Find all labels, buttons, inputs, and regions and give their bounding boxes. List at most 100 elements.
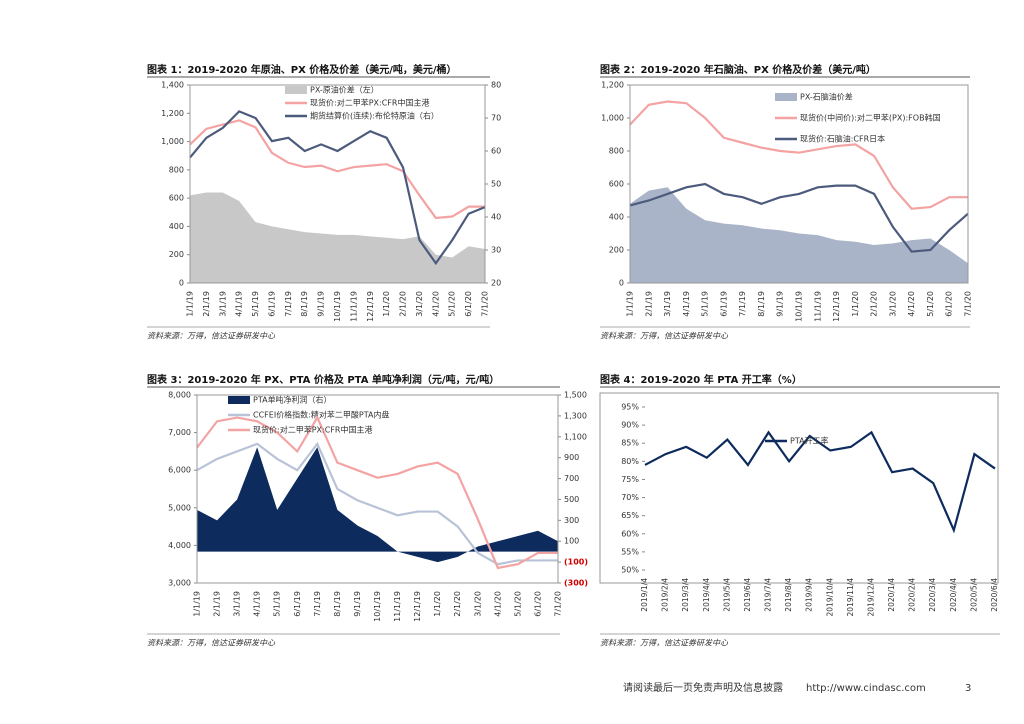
x-tick-label: 5/1/20 bbox=[513, 591, 522, 617]
x-tick-label: 2/1/19 bbox=[213, 591, 222, 617]
legend-label: PX-石脑油价差 bbox=[800, 92, 853, 102]
x-tick-label: 3/1/19 bbox=[218, 291, 227, 317]
y-tick-label: 8,000 bbox=[168, 391, 191, 400]
y2-tick-label: 1,100 bbox=[564, 432, 587, 441]
x-tick-label: 2019/9/4 bbox=[805, 578, 814, 612]
x-tick-label: 2/1/20 bbox=[453, 591, 462, 617]
x-tick-label: 2/1/20 bbox=[870, 291, 879, 317]
x-tick-label: 5/1/19 bbox=[701, 291, 710, 317]
y2-tick-label: 30 bbox=[491, 246, 501, 255]
x-tick-label: 3/1/20 bbox=[415, 291, 424, 317]
x-tick-label: 2020/5/4 bbox=[969, 578, 978, 612]
page-number: 3 bbox=[965, 683, 971, 694]
y-tick-label: 600 bbox=[609, 180, 624, 189]
y2-tick-label: 80 bbox=[491, 81, 501, 90]
x-tick-label: 1/1/20 bbox=[382, 291, 391, 317]
line bbox=[189, 119, 485, 220]
plot-frame bbox=[629, 84, 969, 284]
x-tick-label: 2019/4/4 bbox=[702, 578, 711, 612]
x-tick-label: 1/1/20 bbox=[433, 591, 442, 617]
y-tick-label: 800 bbox=[169, 165, 184, 174]
y2-tick-label: 900 bbox=[564, 453, 579, 462]
plot-frame bbox=[189, 84, 486, 284]
y-tick-label: 80% bbox=[621, 457, 639, 466]
line bbox=[629, 100, 968, 210]
source: 资料来源：万得，信达证券研发中心 bbox=[147, 639, 276, 648]
y-tick-label: 50% bbox=[621, 566, 639, 575]
x-tick-label: 10/1/19 bbox=[373, 591, 382, 622]
x-tick-label: 6/1/19 bbox=[267, 291, 276, 317]
line bbox=[629, 182, 969, 253]
y2-tick-label: 1,300 bbox=[564, 411, 587, 420]
line bbox=[644, 430, 996, 534]
y2-tick-label: 70 bbox=[491, 114, 501, 123]
x-tick-label: 1/1/19 bbox=[186, 291, 195, 317]
footer-disclaimer: 请阅读最后一页免责声明及信息披露 bbox=[623, 681, 783, 694]
y2-tick-label: (100) bbox=[564, 558, 588, 567]
y2-tick-label: 100 bbox=[564, 537, 579, 546]
y2-tick-label: 1,500 bbox=[564, 391, 587, 400]
x-tick-label: 2019/1/4 bbox=[640, 578, 649, 612]
x-tick-label: 3/1/20 bbox=[888, 291, 897, 317]
x-tick-label: 2019/6/4 bbox=[743, 578, 752, 612]
x-tick-label: 3/1/19 bbox=[663, 291, 672, 317]
x-tick-label: 7/1/20 bbox=[554, 591, 563, 617]
chart-title: 图表 2：2019-2020 年石脑油、PX 价格及价差（美元/吨） bbox=[600, 63, 876, 76]
y2-tick-label: 700 bbox=[564, 474, 579, 483]
x-tick-label: 8/1/19 bbox=[333, 591, 342, 617]
y-tick-label: 85% bbox=[621, 439, 639, 448]
area bbox=[190, 192, 485, 283]
x-tick-label: 3/1/19 bbox=[233, 591, 242, 617]
legend-swatch bbox=[228, 396, 250, 404]
x-tick-label: 8/1/19 bbox=[300, 291, 309, 317]
x-tick-label: 1/1/20 bbox=[851, 291, 860, 317]
chart-box bbox=[599, 392, 999, 584]
x-tick-label: 2020/6/4 bbox=[990, 578, 999, 612]
x-tick-label: 11/1/19 bbox=[349, 291, 358, 322]
x-tick-label: 8/1/19 bbox=[757, 291, 766, 317]
x-tick-label: 4/1/20 bbox=[907, 291, 916, 317]
x-tick-label: 11/1/19 bbox=[813, 291, 822, 322]
x-tick-label: 2019/8/4 bbox=[784, 578, 793, 612]
x-tick-label: 2020/1/4 bbox=[887, 578, 896, 612]
x-tick-label: 1/1/19 bbox=[193, 591, 202, 617]
legend-label: PTA单吨净利润（右） bbox=[253, 395, 332, 405]
x-tick-label: 6/1/20 bbox=[533, 591, 542, 617]
y-tick-label: 6,000 bbox=[168, 466, 191, 475]
legend-label: 现货价:石脑油:CFR日本 bbox=[800, 134, 885, 144]
x-tick-label: 2/1/19 bbox=[644, 291, 653, 317]
legend-label: 期货结算价(连续):布伦特原油（右） bbox=[310, 111, 439, 121]
chart-title: 图表 1：2019-2020 年原油、PX 价格及价差（美元/吨，美元/桶） bbox=[147, 63, 457, 76]
x-tick-label: 3/1/20 bbox=[473, 591, 482, 617]
x-tick-label: 5/1/19 bbox=[251, 291, 260, 317]
x-tick-label: 2020/3/4 bbox=[928, 578, 937, 612]
x-tick-label: 2/1/20 bbox=[399, 291, 408, 317]
x-tick-label: 2019/7/4 bbox=[764, 578, 773, 612]
x-tick-label: 2/1/19 bbox=[202, 291, 211, 317]
x-tick-label: 1/1/19 bbox=[626, 291, 635, 317]
x-tick-label: 2019/5/4 bbox=[722, 578, 731, 612]
x-tick-label: 4/1/20 bbox=[431, 291, 440, 317]
y2-tick-label: (300) bbox=[564, 579, 588, 588]
y-tick-label: 70% bbox=[621, 493, 639, 502]
footer-url: http://www.cindasc.com bbox=[806, 683, 926, 694]
plot-frame bbox=[196, 394, 559, 584]
y-tick-label: 200 bbox=[609, 246, 624, 255]
chart-title: 图表 3：2019-2020 年 PX、PTA 价格及 PTA 单吨净利润（元/… bbox=[147, 373, 499, 386]
y-tick-label: 4,000 bbox=[168, 541, 191, 550]
source: 资料来源：万得，信达证券研发中心 bbox=[600, 332, 729, 341]
x-tick-label: 7/1/20 bbox=[481, 291, 490, 317]
y-tick-label: 60% bbox=[621, 529, 639, 538]
x-tick-label: 5/1/19 bbox=[273, 591, 282, 617]
line bbox=[196, 415, 558, 570]
y-tick-label: 1,400 bbox=[161, 81, 184, 90]
x-tick-label: 9/1/19 bbox=[317, 291, 326, 317]
y2-tick-label: 20 bbox=[491, 279, 501, 288]
legend-swatch bbox=[285, 86, 307, 94]
x-tick-label: 7/1/19 bbox=[738, 291, 747, 317]
legend-label: 现货价:对二甲苯PX:CFR中国主港 bbox=[253, 425, 372, 435]
x-tick-label: 7/1/19 bbox=[313, 591, 322, 617]
y-tick-label: 75% bbox=[621, 475, 639, 484]
y-tick-label: 200 bbox=[169, 250, 184, 259]
